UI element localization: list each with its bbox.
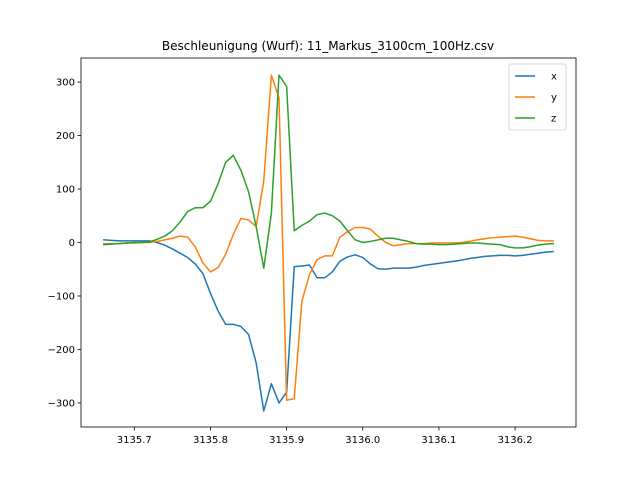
x-tick-label: 3135.7 [117,435,152,446]
legend-label-z: z [551,114,556,125]
chart-title: Beschleunigung (Wurf): 11_Markus_3100cm_… [162,39,494,53]
y-tick-label: −200 [48,345,75,356]
y-tick-label: 200 [56,131,75,142]
series-line-y [103,74,554,402]
y-tick-label: −100 [48,291,75,302]
x-tick-label: 3135.8 [193,435,228,446]
x-tick-label: 3135.9 [269,435,304,446]
x-tick-label: 3136.2 [498,435,533,446]
y-tick-label: 300 [56,78,75,89]
axes: 3135.7 3135.8 3135.9 3136.0 3136.1 3136.2 −300… [48,57,577,446]
series-layer [103,74,554,412]
series-line-x [103,239,554,412]
legend-box [508,63,567,131]
x-tick-label: 3136.1 [421,435,456,446]
y-tick-label: 100 [56,185,75,196]
series-line-z [103,74,554,269]
y-tick-label: 0 [69,238,75,249]
y-tick-label: −300 [48,398,75,409]
legend: xyz [508,63,567,131]
x-tick-label: 3136.0 [345,435,380,446]
legend-label-x: x [551,72,557,83]
legend-label-y: y [551,93,557,104]
